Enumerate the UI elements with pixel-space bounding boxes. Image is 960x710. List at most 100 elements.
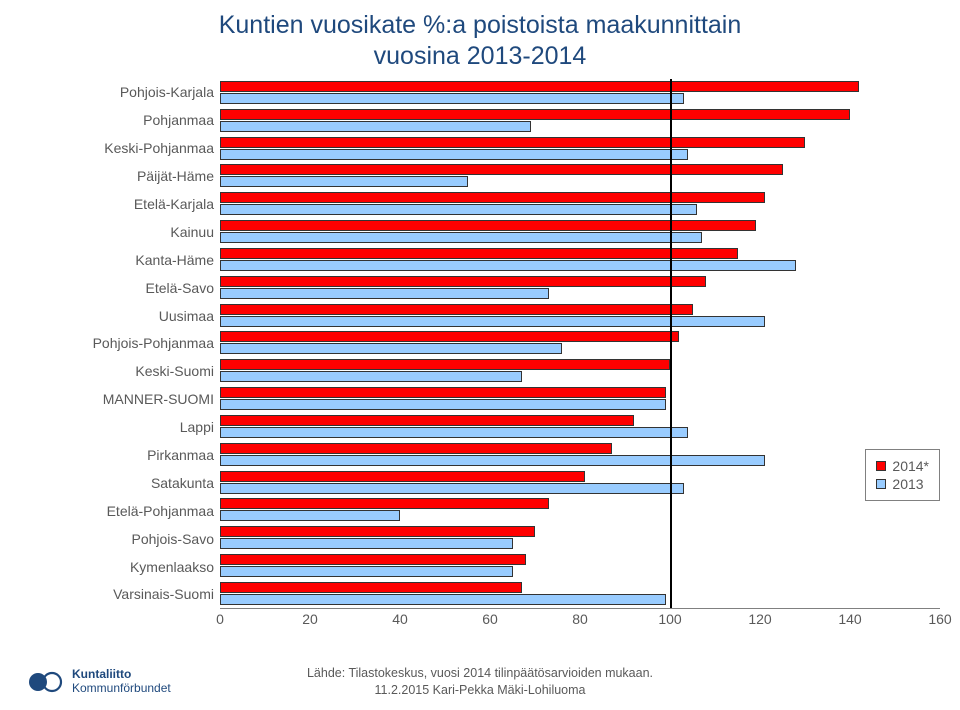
x-tick: 80 (572, 611, 588, 627)
footer: Kuntaliitto Kommunförbundet Lähde: Tilas… (0, 664, 960, 700)
bar-group (220, 525, 940, 551)
plot (220, 79, 940, 609)
y-axis-label: Pohjois-Savo (20, 532, 214, 546)
y-axis-label: Kanta-Häme (20, 253, 214, 267)
bar (220, 121, 531, 132)
y-axis-label: Etelä-Savo (20, 281, 214, 295)
x-tick: 100 (658, 611, 681, 627)
bar-group (220, 552, 940, 578)
y-axis-label: Varsinais-Suomi (20, 587, 214, 601)
bar (220, 81, 859, 92)
chart-container: Kuntien vuosikate %:a poistoista maakunn… (20, 10, 940, 630)
bar (220, 109, 850, 120)
y-axis-label: Uusimaa (20, 309, 214, 323)
bar-group (220, 163, 940, 189)
bar-group (220, 191, 940, 217)
bar-group (220, 219, 940, 245)
y-axis-label: Pohjanmaa (20, 113, 214, 127)
logo-line-1: Kuntaliitto (72, 668, 171, 682)
logo-icon (28, 664, 64, 700)
bar-group (220, 274, 940, 300)
y-axis-label: Päijät-Häme (20, 169, 214, 183)
logo-text: Kuntaliitto Kommunförbundet (72, 668, 171, 696)
y-axis-label: Pohjois-Karjala (20, 85, 214, 99)
bar (220, 248, 738, 259)
bar-group (220, 497, 940, 523)
bar-group (220, 580, 940, 606)
bar (220, 288, 549, 299)
bar (220, 137, 805, 148)
y-axis-label: Pohjois-Pohjanmaa (20, 336, 214, 350)
bar (220, 331, 679, 342)
legend-item-2013: 2013 (876, 476, 929, 492)
bar (220, 220, 756, 231)
bar-group (220, 79, 940, 105)
bar (220, 566, 513, 577)
legend-item-2014: 2014* (876, 458, 929, 474)
bar-group (220, 358, 940, 384)
bar (220, 387, 666, 398)
x-tick: 120 (748, 611, 771, 627)
attribution: 11.2.2015 Kari-Pekka Mäki-Lohiluoma (200, 682, 760, 699)
y-axis-label: Satakunta (20, 476, 214, 490)
bar (220, 93, 684, 104)
x-tick: 0 (216, 611, 224, 627)
bar-group (220, 469, 940, 495)
bar-group (220, 107, 940, 133)
legend-swatch-2013 (876, 479, 886, 489)
bar-group (220, 330, 940, 356)
x-tick: 140 (838, 611, 861, 627)
chart-title: Kuntien vuosikate %:a poistoista maakunn… (20, 10, 940, 73)
bar-group (220, 302, 940, 328)
bar-group (220, 386, 940, 412)
legend-swatch-2014 (876, 461, 886, 471)
y-axis-label: Kymenlaakso (20, 560, 214, 574)
source-line: Lähde: Tilastokeskus, vuosi 2014 tilinpä… (200, 665, 760, 682)
bar (220, 343, 562, 354)
bar (220, 359, 670, 370)
bar (220, 498, 549, 509)
y-axis-label: Lappi (20, 420, 214, 434)
reference-line (670, 79, 672, 608)
bar (220, 371, 522, 382)
bar (220, 443, 612, 454)
x-tick: 20 (302, 611, 318, 627)
bar-group (220, 246, 940, 272)
logo: Kuntaliitto Kommunförbundet (28, 664, 171, 700)
y-axis-label: MANNER-SUOMI (20, 392, 214, 406)
y-axis-label: Keski-Pohjanmaa (20, 141, 214, 155)
bar (220, 594, 666, 605)
x-tick: 160 (928, 611, 951, 627)
y-axis-label: Kainuu (20, 225, 214, 239)
title-line-1: Kuntien vuosikate %:a poistoista maakunn… (219, 11, 742, 39)
y-axis-label: Etelä-Karjala (20, 197, 214, 211)
x-tick: 60 (482, 611, 498, 627)
bar (220, 538, 513, 549)
bar (220, 510, 400, 521)
bars-layer (220, 79, 940, 608)
bar (220, 304, 693, 315)
bar (220, 554, 526, 565)
legend-label-2013: 2013 (892, 476, 923, 492)
bar (220, 204, 697, 215)
y-axis-labels: Pohjois-Karjala Pohjanmaa Keski-Pohjanmaa P… (20, 79, 220, 609)
bar (220, 483, 684, 494)
bar-group (220, 441, 940, 467)
bar (220, 192, 765, 203)
logo-line-2: Kommunförbundet (72, 682, 171, 696)
bar (220, 526, 535, 537)
y-axis-label: Etelä-Pohjanmaa (20, 504, 214, 518)
bar (220, 471, 585, 482)
bar (220, 149, 688, 160)
bar (220, 582, 522, 593)
bar (220, 427, 688, 438)
bar (220, 176, 468, 187)
x-axis: 020406080100120140160 (220, 609, 940, 629)
bar-group (220, 413, 940, 439)
title-line-2: vuosina 2013-2014 (374, 42, 587, 70)
bar (220, 415, 634, 426)
bar-group (220, 135, 940, 161)
y-axis-label: Keski-Suomi (20, 364, 214, 378)
legend-label-2014: 2014* (892, 458, 929, 474)
bar (220, 455, 765, 466)
